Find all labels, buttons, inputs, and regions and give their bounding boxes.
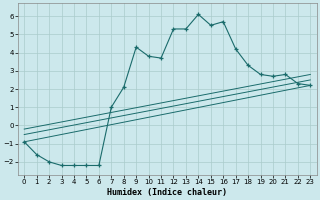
X-axis label: Humidex (Indice chaleur): Humidex (Indice chaleur) — [107, 188, 227, 197]
